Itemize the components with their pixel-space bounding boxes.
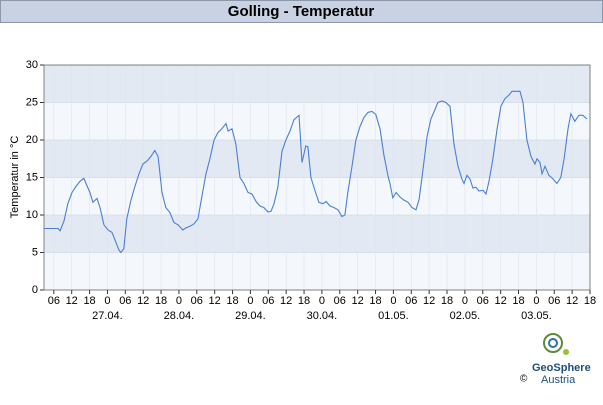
copyright: © [520,374,528,385]
day-label: 29.04. [235,310,266,322]
day-label: 01.05. [378,310,409,322]
x-tick-label: 06 [191,295,203,307]
x-tick-label: 0 [319,295,325,307]
plot-frame [43,64,591,291]
band [44,215,590,253]
x-tick-label: 12 [137,295,149,307]
x-tick-label: 06 [262,295,274,307]
x-tick-label: 18 [298,295,310,307]
x-tick-label: 06 [477,295,489,307]
logo-name: GeoSphere [532,362,591,374]
chart-title: Golling - Temperatur [228,3,375,20]
day-label: 27.04. [92,310,123,322]
x-tick-label: 18 [369,295,381,307]
x-tick-label: 06 [334,295,346,307]
y-axis-label: Temperatur in °C [9,136,21,219]
y-tick-label: 15 [26,171,38,183]
x-tick-label: 0 [390,295,396,307]
x-tick-label: 12 [566,295,578,307]
x-tick-label: 06 [119,295,131,307]
day-label: 02.05. [450,310,481,322]
logo-icon [548,338,558,348]
x-tick-label: 12 [280,295,292,307]
x-tick-label: 12 [495,295,507,307]
x-tick-label: 12 [66,295,78,307]
x-tick-label: 12 [209,295,221,307]
day-label: 30.04. [307,310,338,322]
day-label: 03.05. [521,310,552,322]
x-tick-label: 12 [423,295,435,307]
x-tick-label: 12 [352,295,364,307]
x-tick-label: 0 [533,295,539,307]
logo-icon [543,333,563,353]
x-tick-label: 18 [83,295,95,307]
x-tick-label: 0 [462,295,468,307]
y-tick-label: 0 [32,284,38,296]
logo-sub: Austria [541,374,576,386]
x-tick-label: 06 [548,295,560,307]
x-tick-label: 0 [176,295,182,307]
band [44,65,590,103]
x-tick-label: 18 [155,295,167,307]
y-tick-label: 10 [26,209,38,221]
x-tick-label: 0 [247,295,253,307]
x-tick-label: 06 [405,295,417,307]
x-tick-label: 18 [441,295,453,307]
x-tick-label: 06 [48,295,60,307]
x-tick-label: 18 [584,295,596,307]
y-tick-label: 20 [26,134,38,146]
x-tick-label: 0 [104,295,110,307]
y-tick-label: 25 [26,96,38,108]
logo-icon [563,349,569,355]
y-tick-label: 30 [26,59,38,71]
y-tick-label: 5 [32,246,38,258]
day-label: 28.04. [164,310,195,322]
x-tick-label: 18 [512,295,524,307]
line [44,90,588,254]
x-tick-label: 18 [226,295,238,307]
logo: GeoSphere Austria © [520,333,591,386]
band [44,140,590,178]
